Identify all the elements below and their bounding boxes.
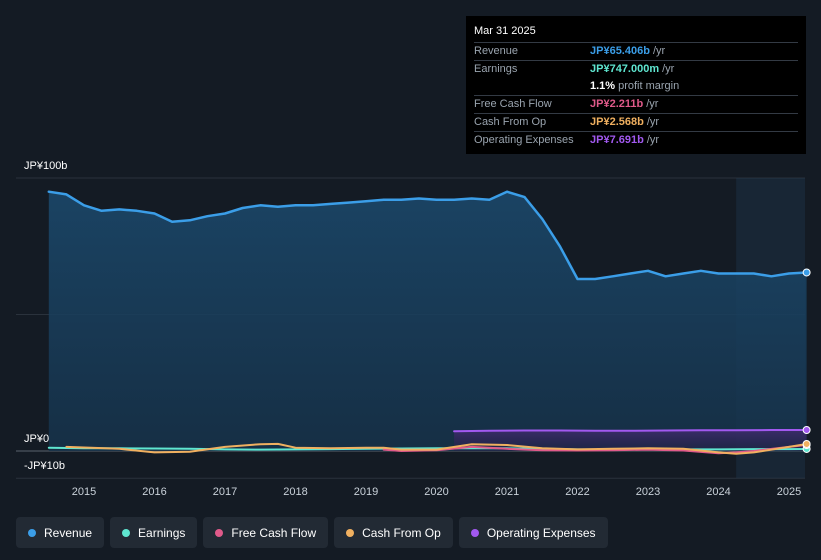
tooltip-label: Revenue (474, 45, 519, 57)
tooltip-date: Mar 31 2025 (474, 24, 798, 43)
legend-label: Cash From Op (362, 525, 441, 540)
y-axis-top-label: JP¥100b (24, 160, 68, 172)
x-axis-ticks: 2015 2016 2017 2018 2019 2020 2021 2022 2023 2024… (72, 486, 801, 498)
tooltip-row-opex: Operating Expenses JP¥7.691b /yr (474, 132, 798, 149)
legend-item-operating-expenses[interactable]: Operating Expenses (458, 517, 608, 548)
legend-dot-icon (215, 528, 224, 537)
x-tick-label: 2024 (706, 486, 730, 498)
chart-plot: 2015 2016 2017 2018 2019 2020 2021 2022 2023 2024… (16, 177, 811, 498)
tooltip-label: Free Cash Flow (474, 98, 552, 110)
data-tooltip: Mar 31 2025 Revenue JP¥65.406b /yr Earni… (466, 16, 806, 154)
operating-expenses-end-marker (802, 426, 811, 435)
legend-item-revenue[interactable]: Revenue (16, 517, 105, 548)
series-areas (48, 191, 807, 451)
tooltip-value: JP¥2.568b (590, 116, 644, 128)
legend-dot-icon (28, 528, 36, 537)
x-tick-label: 2016 (142, 486, 166, 498)
y-axis-zero-label: JP¥0 (24, 433, 50, 445)
tooltip-row-margin: 1.1% profit margin (474, 78, 798, 96)
chart-legend: Revenue Earnings Free Cash Flow Cash Fro… (16, 517, 608, 548)
legend-item-free-cash-flow[interactable]: Free Cash Flow (203, 517, 329, 548)
cash-from-op-line (65, 442, 808, 455)
tooltip-unit: /yr (646, 116, 660, 128)
tooltip-unit: /yr (646, 98, 659, 110)
tooltip-label: Earnings (474, 63, 518, 75)
legend-item-cash-from-op[interactable]: Cash From Op (334, 517, 453, 548)
revenue-area (48, 191, 807, 451)
legend-dot-icon (470, 528, 479, 537)
legend-label: Earnings (138, 525, 186, 540)
tooltip-row-cfo: Cash From Op JP¥2.568b /yr (474, 114, 798, 132)
tooltip-unit: /yr (662, 63, 675, 75)
x-tick-label: 2019 (354, 486, 378, 498)
tooltip-unit: /yr (652, 45, 666, 57)
revenue-end-marker (802, 268, 811, 277)
legend-label: Free Cash Flow (231, 525, 317, 540)
series-lines (47, 190, 808, 455)
tooltip-value: 1.1% (590, 80, 616, 92)
x-tick-label: 2018 (283, 486, 307, 498)
tooltip-label: Operating Expenses (474, 134, 574, 146)
legend-item-earnings[interactable]: Earnings (110, 517, 198, 548)
tooltip-label: Cash From Op (474, 116, 547, 128)
legend-dot-icon (122, 528, 131, 537)
legend-dot-icon (346, 528, 355, 537)
x-tick-label: 2017 (213, 486, 237, 498)
x-tick-label: 2021 (495, 486, 519, 498)
x-tick-label: 2020 (424, 486, 448, 498)
y-axis-bottom-label: -JP¥10b (24, 460, 65, 472)
cash-from-op-end-marker (802, 439, 811, 448)
tooltip-value: JP¥747.000m (590, 63, 660, 75)
tooltip-value: JP¥2.211b (590, 98, 644, 110)
legend-label: Operating Expenses (486, 525, 596, 540)
tooltip-label (474, 78, 590, 95)
legend-label: Revenue (44, 525, 93, 540)
x-tick-label: 2023 (636, 486, 660, 498)
tooltip-unit: profit margin (618, 80, 680, 92)
operating-expenses-line (453, 429, 808, 433)
series-end-markers (802, 268, 811, 453)
tooltip-row-earnings: Earnings JP¥747.000m /yr (474, 61, 798, 78)
tooltip-unit: /yr (646, 134, 660, 146)
tooltip-row-revenue: Revenue JP¥65.406b /yr (474, 43, 798, 61)
x-tick-label: 2015 (72, 486, 96, 498)
tooltip-row-fcf: Free Cash Flow JP¥2.211b /yr (474, 96, 798, 114)
revenue-line (47, 190, 808, 281)
tooltip-value: JP¥7.691b (590, 134, 644, 146)
free-cash-flow-line (382, 444, 808, 455)
tooltip-value: JP¥65.406b (590, 45, 650, 57)
x-tick-label: 2022 (565, 486, 589, 498)
x-tick-label: 2025 (777, 486, 801, 498)
operating-expenses-area (454, 430, 807, 451)
